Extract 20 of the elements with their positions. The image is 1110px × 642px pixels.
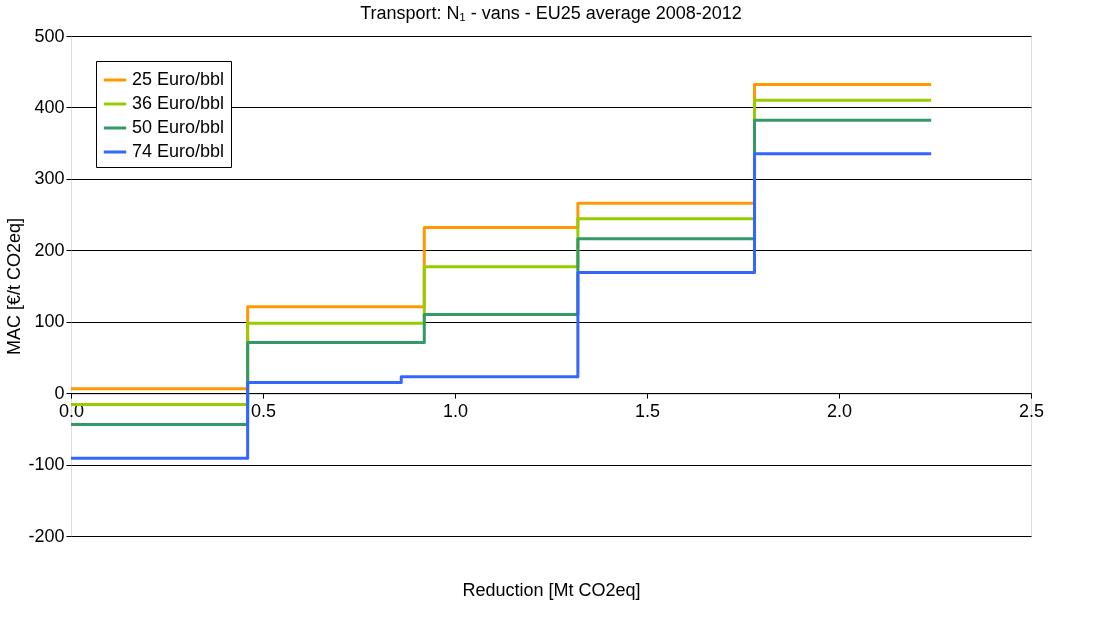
- legend-label: 74 Euro/bbl: [132, 141, 225, 161]
- y-tick-label: -200: [28, 525, 65, 546]
- x-axis-title: Reduction [Mt CO2eq]: [462, 579, 641, 600]
- y-tick-label: -100: [28, 454, 65, 475]
- legend-label: 36 Euro/bbl: [132, 93, 225, 113]
- chart-title: Transport: N₁ - vans - EU25 average 2008-2012: [360, 3, 742, 23]
- x-tick-label: 2.5: [1018, 400, 1045, 421]
- y-tick-label: 300: [34, 168, 65, 189]
- legend-label: 25 Euro/bbl: [132, 69, 225, 89]
- y-tick-label: 0: [54, 382, 65, 403]
- y-tick-label: 500: [34, 25, 65, 46]
- y-tick-label: 100: [34, 311, 65, 332]
- y-tick-label: 200: [34, 239, 65, 260]
- x-tick-label: 1.0: [442, 400, 469, 421]
- y-tick-label: 400: [34, 96, 65, 117]
- legend-label: 50 Euro/bbl: [132, 117, 225, 137]
- x-tick-label: 1.5: [634, 400, 661, 421]
- x-tick-label: 2.0: [826, 400, 853, 421]
- x-tick-label: 0.5: [250, 400, 277, 421]
- y-axis-title: MAC [€/t CO2eq]: [4, 217, 25, 356]
